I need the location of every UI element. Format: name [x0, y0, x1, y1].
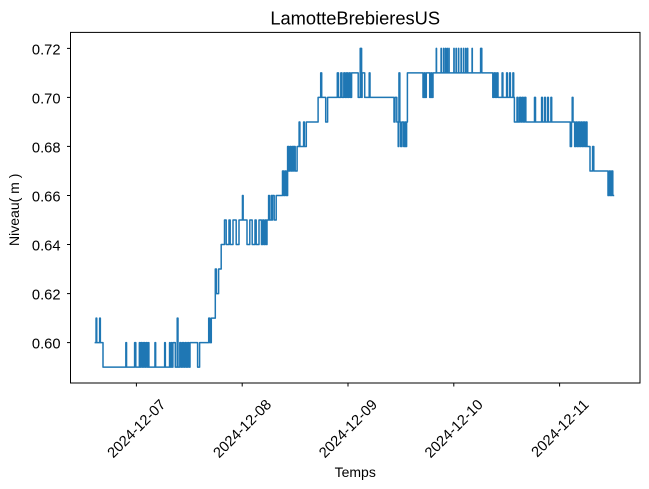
svg-text:0.64: 0.64: [32, 239, 61, 255]
svg-text:Temps: Temps: [335, 464, 376, 480]
svg-text:0.60: 0.60: [32, 337, 61, 353]
svg-text:Niveau( m ): Niveau( m ): [6, 174, 22, 246]
svg-text:0.68: 0.68: [32, 140, 61, 156]
svg-text:LamotteBrebieresUS: LamotteBrebieresUS: [270, 7, 440, 28]
svg-text:0.66: 0.66: [32, 190, 61, 206]
svg-text:0.70: 0.70: [32, 91, 61, 107]
svg-text:0.72: 0.72: [32, 42, 61, 58]
svg-text:0.62: 0.62: [32, 288, 61, 304]
